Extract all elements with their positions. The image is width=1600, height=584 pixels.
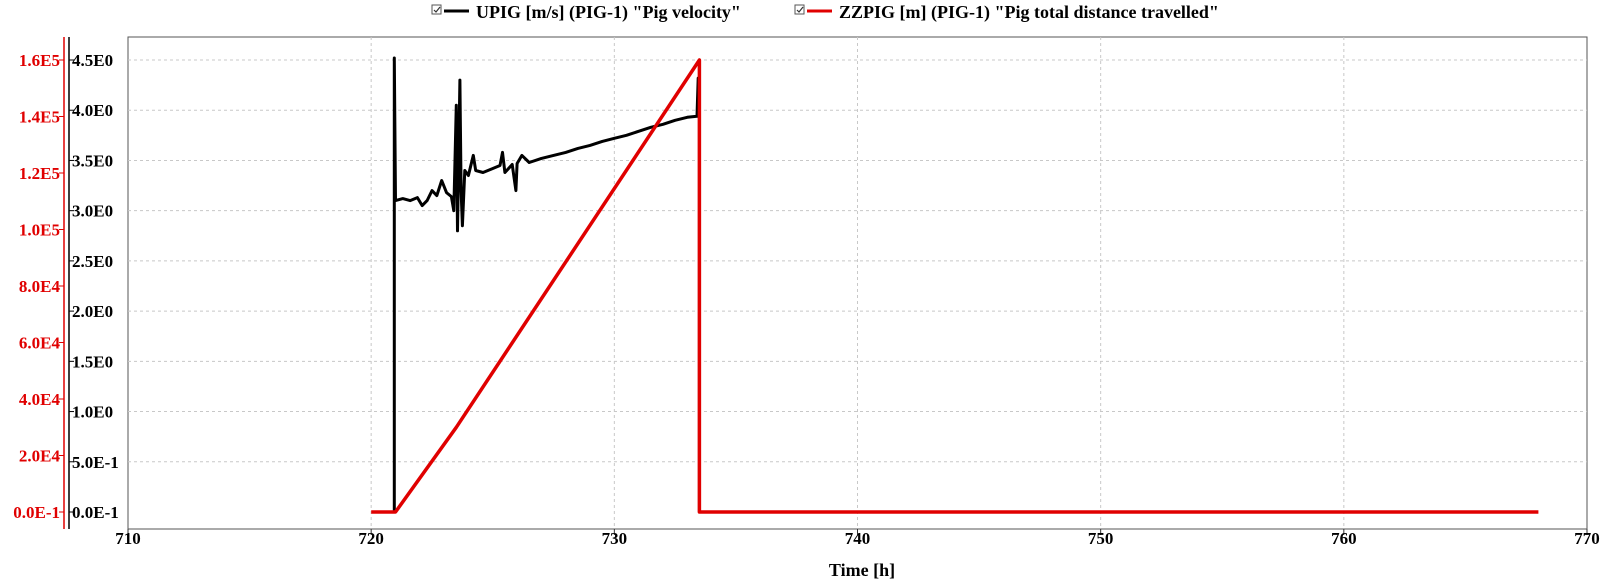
x-tick-label: 710 (115, 529, 141, 548)
legend-label-upig: UPIG [m/s] (PIG-1) "Pig velocity" (476, 2, 741, 23)
legend-item-zzpig[interactable]: ZZPIG [m] (PIG-1) "Pig total distance tr… (794, 2, 1219, 23)
y-tick-label-velocity: 5.0E-1 (72, 453, 119, 472)
y-tick-label-distance: 1.4E5 (19, 108, 60, 127)
y-tick-label-distance: 4.0E4 (19, 390, 61, 409)
x-tick-label: 720 (358, 529, 384, 548)
check-icon (433, 6, 441, 13)
x-tick-label: 740 (845, 529, 871, 548)
y-tick-label-distance: 8.0E4 (19, 277, 61, 296)
y-tick-label-distance: 6.0E4 (19, 334, 61, 353)
grid (128, 37, 1587, 529)
x-tick-label: 770 (1574, 529, 1600, 548)
check-icon (796, 6, 804, 13)
axes: 710 720 730 740 750 760 770 0.0E-1 5.0E-1 1.0E0 1.… (13, 37, 1600, 548)
series-line-velocity (392, 56, 701, 512)
y-tick-label-velocity: 1.5E0 (72, 352, 113, 371)
legend-checkbox-zzpig[interactable] (794, 4, 805, 15)
legend: UPIG [m/s] (PIG-1) "Pig velocity" ZZPIG … (431, 2, 1219, 23)
y-tick-label-velocity: 4.5E0 (72, 51, 113, 70)
y-tick-label-velocity: 4.0E0 (72, 101, 113, 120)
y-tick-label-velocity: 0.0E-1 (72, 503, 119, 522)
legend-item-upig[interactable]: UPIG [m/s] (PIG-1) "Pig velocity" (431, 2, 741, 23)
y-tick-label-velocity: 2.5E0 (72, 252, 113, 271)
y-tick-label-velocity: 3.0E0 (72, 202, 113, 221)
x-axis-label: Time [h] (829, 560, 895, 580)
y-tick-label-velocity: 1.0E0 (72, 403, 113, 422)
x-tick-label: 750 (1088, 529, 1114, 548)
x-tick-label: 730 (602, 529, 628, 548)
series-line-distance (371, 58, 1539, 514)
y-tick-label-distance: 1.0E5 (19, 221, 60, 240)
y-tick-label-distance: 1.2E5 (19, 164, 60, 183)
legend-checkbox-upig[interactable] (431, 4, 442, 15)
legend-label-zzpig: ZZPIG [m] (PIG-1) "Pig total distance tr… (839, 2, 1219, 23)
y-tick-label-distance: 0.0E-1 (13, 503, 60, 522)
y-tick-label-distance: 1.6E5 (19, 51, 60, 70)
y-tick-label-velocity: 3.5E0 (72, 151, 113, 170)
y-tick-label-velocity: 2.0E0 (72, 302, 113, 321)
series-layer (371, 56, 1539, 514)
y-tick-label-distance: 2.0E4 (19, 447, 61, 466)
x-tick-label: 760 (1331, 529, 1357, 548)
